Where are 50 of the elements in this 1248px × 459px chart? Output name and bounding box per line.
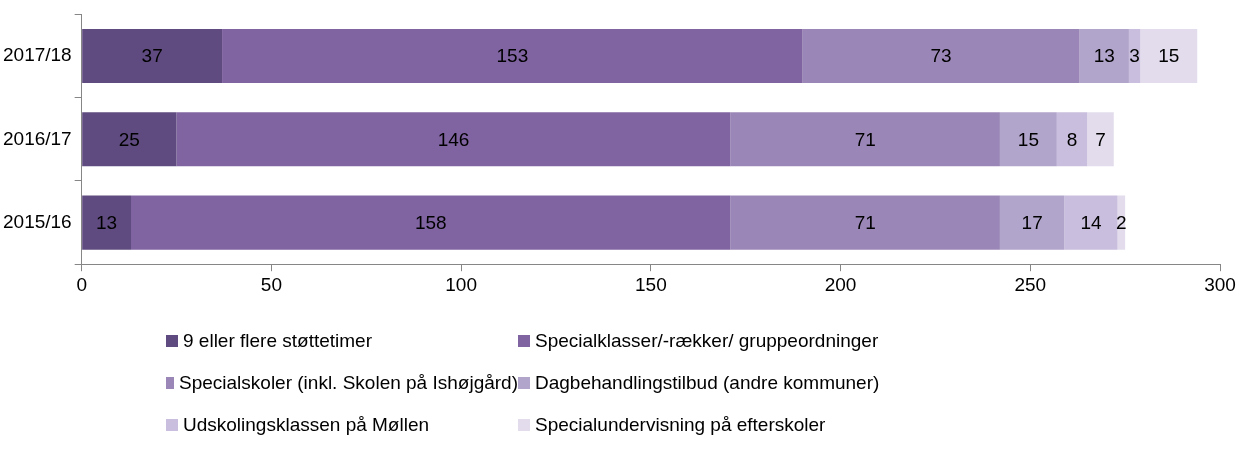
bar [1064, 195, 1118, 250]
data-label: 8 [1066, 128, 1078, 150]
bar [176, 112, 731, 167]
data-label: 158 [414, 211, 447, 233]
y-tick-label: 2015/16 [2, 210, 72, 232]
data-label: 153 [496, 45, 529, 67]
data-label: 3 [1129, 45, 1140, 67]
bar [1056, 112, 1088, 167]
data-label: 146 [437, 128, 470, 150]
bar [802, 28, 1080, 84]
bar [999, 112, 1057, 167]
bar [1140, 28, 1198, 84]
data-label: 14 [1080, 211, 1102, 233]
bar [82, 195, 132, 250]
x-tick-label: 300 [1204, 273, 1236, 295]
data-label: 71 [854, 128, 876, 150]
data-label: 7 [1095, 128, 1106, 150]
data-label: 15 [1017, 128, 1039, 150]
legend-label: Specialklasser/-rækker/ gruppeordninger [535, 329, 879, 352]
legend-label: Dagbehandlingstilbud (andre kommuner) [535, 371, 880, 394]
legend-label: Specialskoler (inkl. Skolen på Ishøjgård) [179, 371, 518, 394]
bar [82, 112, 177, 167]
data-label: 13 [96, 211, 118, 233]
data-label: 25 [118, 128, 140, 150]
bar [730, 112, 1000, 167]
bar [999, 195, 1065, 250]
data-label: 37 [141, 45, 163, 67]
bar [1087, 112, 1114, 167]
x-tick-label: 200 [824, 273, 857, 295]
data-label: 13 [1093, 45, 1115, 67]
bar [82, 28, 223, 84]
x-tick-label: 0 [76, 273, 87, 295]
x-tick-label: 100 [445, 273, 477, 295]
x-tick-label: 150 [634, 273, 667, 295]
x-tick-label: 50 [260, 273, 282, 295]
data-label: 73 [930, 45, 952, 67]
legend-label: Specialundervisning på efterskoler [535, 413, 826, 436]
y-tick-label: 2017/18 [2, 44, 72, 66]
data-label: 2 [1116, 211, 1127, 233]
bar [730, 195, 1000, 250]
legend-label: 9 eller flere støttetimer [183, 329, 372, 352]
bar [222, 28, 803, 84]
data-label: 71 [854, 211, 876, 233]
legend-label: Udskolingsklassen på Møllen [183, 413, 430, 436]
x-tick-label: 250 [1014, 273, 1047, 295]
bar [131, 195, 731, 250]
data-label: 17 [1021, 211, 1043, 233]
y-tick-label: 2016/17 [2, 127, 72, 149]
data-label: 15 [1158, 45, 1180, 67]
bar [1079, 28, 1129, 84]
